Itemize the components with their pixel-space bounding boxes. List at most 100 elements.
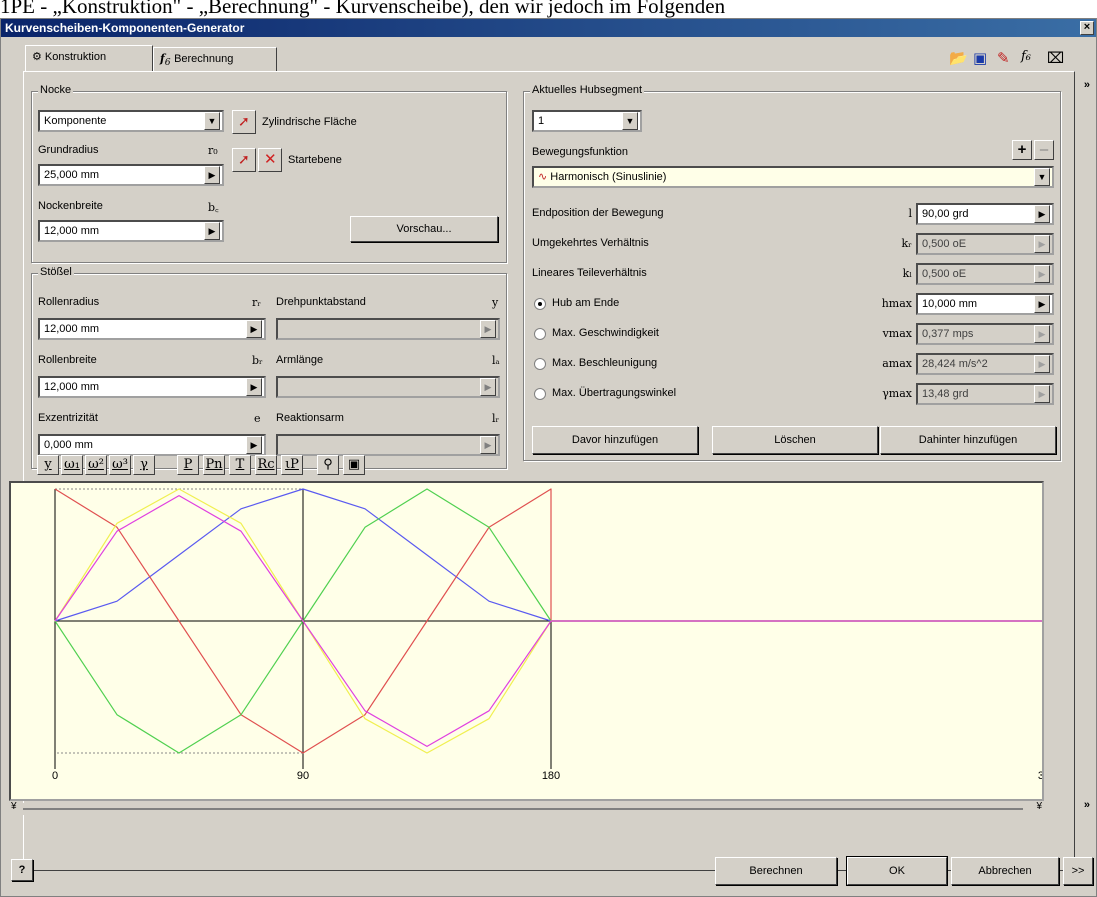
plot-mode-button[interactable]: y xyxy=(37,455,59,475)
exzentrizitaet-field[interactable]: 0,000 mm xyxy=(38,434,266,456)
nocke-type-select[interactable]: Komponente xyxy=(38,110,224,132)
save-icon[interactable]: ▣ xyxy=(343,455,365,475)
grundradius-field[interactable]: 25,000 mm xyxy=(38,164,224,186)
hub-radio-4[interactable] xyxy=(534,328,546,340)
generator-window: Kurvenscheiben-Komponenten-Generator × ⚙… xyxy=(0,18,1097,897)
close-icon[interactable]: × xyxy=(1080,21,1094,35)
chevron-right-icon[interactable]: ▶ xyxy=(204,166,220,184)
plot-mode-button[interactable]: Pn xyxy=(203,455,225,475)
berechnen-button[interactable]: Berechnen xyxy=(715,857,837,885)
chevron-right-icon[interactable]: ▶ xyxy=(246,436,262,454)
davor-hinzufuegen-button[interactable]: Davor hinzufügen xyxy=(532,426,698,454)
chevron-down-icon[interactable]: ▼ xyxy=(622,112,638,130)
motion-diagram: 0 90 180 360 xyxy=(9,481,1056,801)
hub-radio-6[interactable] xyxy=(534,388,546,400)
add-segment-button[interactable]: + xyxy=(1012,140,1032,160)
nockenbreite-field[interactable]: 12,000 mm xyxy=(38,220,224,242)
expand-right-icon[interactable]: » xyxy=(1083,79,1090,91)
cross-icon: ✕ xyxy=(264,151,277,168)
reaktionsarm-label: Reaktionsarm xyxy=(276,412,344,424)
remove-segment-button[interactable]: – xyxy=(1034,140,1054,160)
collapse-icon[interactable]: ¥ xyxy=(11,801,17,812)
hub-row-value: 0,377 mps xyxy=(922,328,974,340)
x-tick-label: 90 xyxy=(297,770,309,782)
plot-mode-button[interactable]: γ xyxy=(133,455,155,475)
hub-row-symbol: kᵣ xyxy=(901,237,912,250)
window-title: Kurvenscheiben-Komponenten-Generator xyxy=(5,21,245,35)
reaktionsarm-field xyxy=(276,434,500,456)
vorschau-button[interactable]: Vorschau... xyxy=(350,216,498,242)
motion-chart: 0 90 180 360 xyxy=(52,488,1056,782)
horizontal-scrollbar[interactable]: ¥ ¥ xyxy=(9,801,1044,815)
zoom-icon[interactable]: ⚲ xyxy=(317,455,339,475)
save-icon[interactable]: ▣ xyxy=(973,50,988,67)
loeschen-button[interactable]: Löschen xyxy=(712,426,878,454)
grundradius-label: Grundradius xyxy=(38,144,99,156)
chevron-right-icon: ▶ xyxy=(1034,385,1050,403)
settings-icon[interactable]: ✎ xyxy=(997,50,1010,67)
bewegungsfunktion-label: Bewegungsfunktion xyxy=(532,146,629,158)
ok-button[interactable]: OK xyxy=(846,856,948,886)
hub-row-symbol: kₗ xyxy=(902,267,912,280)
plot-mode-button[interactable]: T xyxy=(229,455,251,475)
hub-row-field: 13,48 grd xyxy=(916,383,1054,405)
series-line-1 xyxy=(54,488,1047,754)
hub-radio-3[interactable] xyxy=(534,298,546,310)
exzentrizitaet-symbol: e xyxy=(254,412,261,425)
chevron-down-icon[interactable]: ▼ xyxy=(1034,168,1050,186)
start-plane-label: Startebene xyxy=(288,154,342,166)
hub-row-label: Hub am Ende xyxy=(552,297,620,309)
hub-row-label: Lineares Teileverhältnis xyxy=(532,267,647,279)
cyl-surface-label: Zylindrische Fläche xyxy=(262,116,357,128)
select-start-button[interactable]: ➚ xyxy=(232,148,256,172)
plot-mode-button[interactable]: ω³ xyxy=(109,455,131,475)
help-button[interactable]: ? xyxy=(11,859,33,881)
chevron-right-icon[interactable]: ▶ xyxy=(1034,295,1050,313)
top-toolbar: 📂 ▣ ✎ f₆ ⌧ xyxy=(949,49,1089,71)
chevron-right-icon: ▶ xyxy=(1034,265,1050,283)
calc-icon[interactable]: f₆ xyxy=(1021,49,1032,64)
bewegungsfunktion-select[interactable]: ∿ Harmonisch (Sinuslinie) xyxy=(532,166,1054,188)
rollenbreite-symbol: bᵣ xyxy=(252,354,263,367)
select-cylinder-button[interactable]: ➚ xyxy=(232,110,256,134)
folder-open-icon[interactable]: 📂 xyxy=(949,50,968,67)
more-button[interactable]: >> xyxy=(1063,857,1093,885)
hub-row-value: 0,500 oE xyxy=(922,238,967,250)
expand-icon[interactable]: ¥ xyxy=(1036,801,1042,812)
expand-right-icon[interactable]: » xyxy=(1083,799,1090,811)
segment-select[interactable]: 1 xyxy=(532,110,642,132)
rollenbreite-field[interactable]: 12,000 mm xyxy=(38,376,266,398)
hub-radio-5[interactable] xyxy=(534,358,546,370)
chevron-right-icon[interactable]: ▶ xyxy=(246,320,262,338)
plot-mode-button[interactable]: ω₁ xyxy=(61,455,83,475)
plot-mode-button[interactable]: Rc xyxy=(255,455,277,475)
chevron-right-icon[interactable]: ▶ xyxy=(204,222,220,240)
plot-mode-button[interactable]: P xyxy=(177,455,199,475)
series-line-0 xyxy=(54,488,1047,622)
armlaenge-label: Armlänge xyxy=(276,354,324,366)
chevron-right-icon[interactable]: ▶ xyxy=(246,378,262,396)
hub-row-label: Endposition der Bewegung xyxy=(532,207,664,219)
tab-konstruktion[interactable]: ⚙ Konstruktion xyxy=(25,45,153,71)
hub-row-label: Max. Beschleunigung xyxy=(552,357,658,369)
hub-row-value: 0,500 oE xyxy=(922,268,967,280)
hub-row-symbol: hmax xyxy=(881,297,912,310)
plot-mode-button[interactable]: ιP xyxy=(281,455,303,475)
chevron-right-icon[interactable]: ▶ xyxy=(1034,205,1050,223)
formula-icon: f6 xyxy=(160,52,171,69)
clear-start-button[interactable]: ✕ xyxy=(258,148,282,172)
x-tick-label: 180 xyxy=(542,770,560,782)
grundradius-symbol: r₀ xyxy=(208,144,218,157)
hubsegment-group: Aktuelles Hubsegment 1 ▼ Bewegungsfunkti… xyxy=(523,84,1061,461)
tab-berechnung[interactable]: f6 Berechnung xyxy=(153,47,277,71)
sine-curve-icon: ∿ xyxy=(538,171,551,183)
rollenradius-field[interactable]: 12,000 mm xyxy=(38,318,266,340)
plot-mode-button[interactable]: ω² xyxy=(85,455,107,475)
rollenradius-symbol: rᵣ xyxy=(252,296,262,309)
dahinter-hinzufuegen-button[interactable]: Dahinter hinzufügen xyxy=(880,426,1056,454)
abbrechen-button[interactable]: Abbrechen xyxy=(951,857,1059,885)
chevron-down-icon[interactable]: ▼ xyxy=(204,112,220,130)
eraser-icon[interactable]: ⌧ xyxy=(1047,50,1065,67)
hub-row-field[interactable]: 10,000 mm xyxy=(916,293,1054,315)
hub-row-field[interactable]: 90,00 grd xyxy=(916,203,1054,225)
